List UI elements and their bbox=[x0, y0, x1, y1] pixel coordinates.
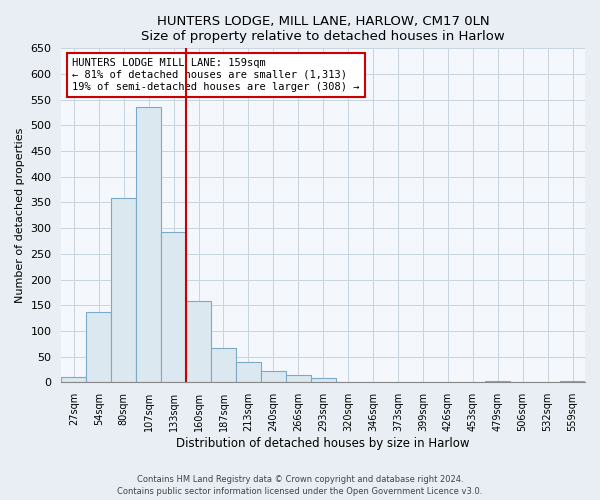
Text: Contains HM Land Registry data © Crown copyright and database right 2024.: Contains HM Land Registry data © Crown c… bbox=[137, 476, 463, 484]
X-axis label: Distribution of detached houses by size in Harlow: Distribution of detached houses by size … bbox=[176, 437, 470, 450]
Bar bbox=[136, 108, 161, 382]
Bar bbox=[211, 348, 236, 382]
Bar bbox=[485, 381, 510, 382]
Bar bbox=[186, 301, 211, 382]
Bar bbox=[61, 377, 86, 382]
Title: HUNTERS LODGE, MILL LANE, HARLOW, CM17 0LN
Size of property relative to detached: HUNTERS LODGE, MILL LANE, HARLOW, CM17 0… bbox=[142, 15, 505, 43]
Bar bbox=[86, 312, 111, 382]
Bar bbox=[311, 378, 335, 382]
Bar bbox=[111, 198, 136, 382]
Bar bbox=[236, 362, 261, 382]
Bar bbox=[261, 371, 286, 382]
Text: Contains public sector information licensed under the Open Government Licence v3: Contains public sector information licen… bbox=[118, 487, 482, 496]
Bar bbox=[560, 381, 585, 382]
Bar bbox=[161, 232, 186, 382]
Text: HUNTERS LODGE MILL LANE: 159sqm
← 81% of detached houses are smaller (1,313)
19%: HUNTERS LODGE MILL LANE: 159sqm ← 81% of… bbox=[72, 58, 359, 92]
Bar bbox=[286, 374, 311, 382]
Y-axis label: Number of detached properties: Number of detached properties bbox=[15, 128, 25, 303]
